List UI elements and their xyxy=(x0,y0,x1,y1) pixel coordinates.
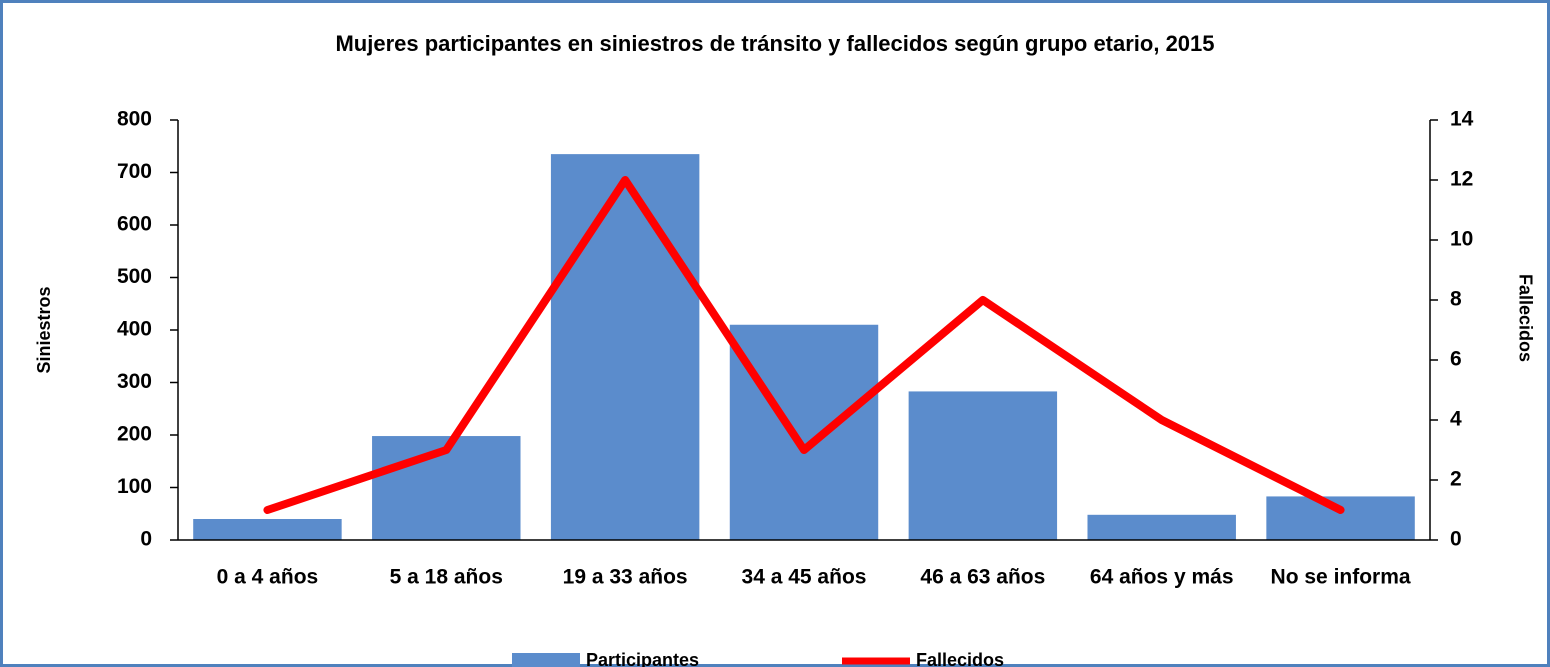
y-tick-label: 100 xyxy=(117,475,152,498)
y2-tick-label: 4 xyxy=(1450,408,1462,431)
y2-tick-label: 8 xyxy=(1450,288,1462,311)
y-tick-label: 400 xyxy=(117,318,152,341)
bar xyxy=(729,324,879,540)
y2-tick-label: 12 xyxy=(1450,168,1473,191)
bar xyxy=(908,391,1058,540)
y-tick-label: 0 xyxy=(140,528,152,551)
y-tick-label: 600 xyxy=(117,213,152,236)
bar xyxy=(193,519,342,540)
y2-tick-label: 6 xyxy=(1450,348,1462,371)
legend-label: Participantes xyxy=(586,650,699,667)
line xyxy=(263,176,1345,514)
x-tick-label: 0 a 4 años xyxy=(217,566,319,589)
x-tick-label: 64 años y más xyxy=(1090,566,1234,589)
x-tick-label: 34 a 45 años xyxy=(742,566,867,589)
legend-label: Fallecidos xyxy=(916,650,1004,667)
y-tick-label: 300 xyxy=(117,370,152,393)
y2-tick-label: 14 xyxy=(1450,108,1474,131)
y-tick-label: 500 xyxy=(117,265,152,288)
y-tick-label: 800 xyxy=(117,108,152,131)
x-tick-label: 19 a 33 años xyxy=(563,566,688,589)
y2-tick-label: 2 xyxy=(1450,468,1462,491)
x-tick-label: 46 a 63 años xyxy=(920,566,1045,589)
y2-axis-label: Fallecidos xyxy=(1515,274,1535,362)
x-tick-label: 5 a 18 años xyxy=(390,566,503,589)
chart-title: Mujeres participantes en siniestros de t… xyxy=(335,31,1214,56)
x-tick-label: No se informa xyxy=(1271,566,1411,589)
bar xyxy=(1266,496,1415,540)
y-tick-label: 700 xyxy=(117,160,152,183)
bar xyxy=(1087,514,1236,540)
y2-tick-label: 10 xyxy=(1450,228,1473,251)
y-tick-label: 200 xyxy=(117,423,152,446)
bar xyxy=(550,154,700,540)
legend-swatch xyxy=(512,653,580,667)
y2-tick-label: 0 xyxy=(1450,528,1462,551)
y-axis-label: Siniestros xyxy=(34,286,54,373)
